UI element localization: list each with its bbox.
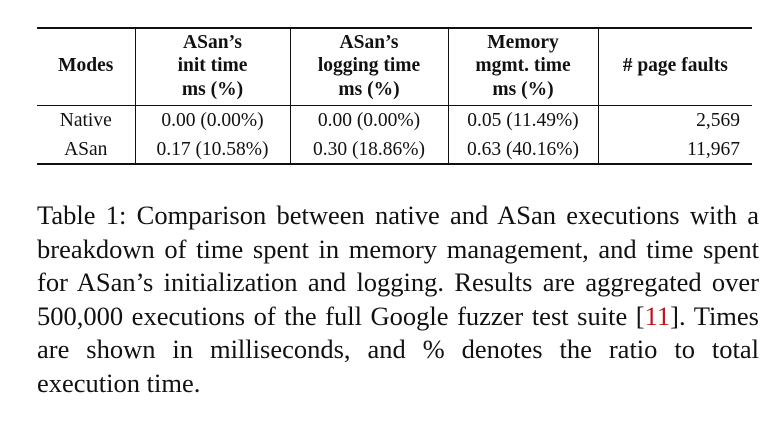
header-logging-line1: ASan’s xyxy=(339,32,399,53)
table-caption: Table 1: Comparison between native and A… xyxy=(37,199,759,400)
table-row: Native 0.00 (0.00%) 0.00 (0.00%) 0.05 (1… xyxy=(37,105,752,135)
header-init-time: ASan’s init time ms (%) xyxy=(134,28,290,106)
caption-text-after: ]. Times are shown in milliseconds, and … xyxy=(37,300,759,398)
table-row: ASan 0.17 (10.58%) 0.30 (18.86%) 0.63 (4… xyxy=(37,134,752,164)
header-logging-time: ASan’s logging time ms (%) xyxy=(289,28,448,106)
cell-init-time: 0.00 (0.00%) xyxy=(134,105,290,135)
table-header-row: Modes ASan’s init time ms (%) ASan’s log… xyxy=(37,28,752,106)
results-table: Modes ASan’s init time ms (%) ASan’s log… xyxy=(37,27,752,165)
caption-text-before: Comparison between native and ASan execu… xyxy=(37,200,759,331)
cell-logging-time: 0.30 (18.86%) xyxy=(289,134,448,164)
cell-mode: Native xyxy=(59,110,112,132)
header-modes: Modes xyxy=(37,28,135,106)
cell-mode: ASan xyxy=(64,138,108,160)
header-page-faults: # page faults xyxy=(597,28,752,106)
header-logging-line3: ms (%) xyxy=(338,78,400,100)
header-page-faults-label: # page faults xyxy=(622,55,728,77)
header-memory-line3: ms (%) xyxy=(492,78,554,100)
header-memory-line1: Memory xyxy=(487,32,559,53)
cell-init-time: 0.17 (10.58%) xyxy=(134,134,290,164)
cell-memory-time: 0.05 (11.49%) xyxy=(447,105,598,135)
cell-page-faults: 11,967 xyxy=(597,134,752,164)
header-logging-line2: logging time xyxy=(317,55,421,77)
header-init-line2: init time xyxy=(177,55,248,77)
header-memory-line2: mgmt. time xyxy=(475,55,571,77)
cell-memory-time: 0.63 (40.16%) xyxy=(447,134,598,164)
header-init-line3: ms (%) xyxy=(181,78,244,100)
header-modes-label: Modes xyxy=(58,55,114,77)
cell-logging-time: 0.00 (0.00%) xyxy=(289,105,448,135)
header-init-line1: ASan’s xyxy=(183,32,242,53)
caption-label: Table 1: xyxy=(37,200,127,230)
results-table-container: Modes ASan’s init time ms (%) ASan’s log… xyxy=(37,27,752,165)
cell-page-faults: 2,569 xyxy=(597,105,752,135)
header-memory-time: Memory mgmt. time ms (%) xyxy=(447,28,598,106)
citation-link[interactable]: 11 xyxy=(644,300,671,331)
